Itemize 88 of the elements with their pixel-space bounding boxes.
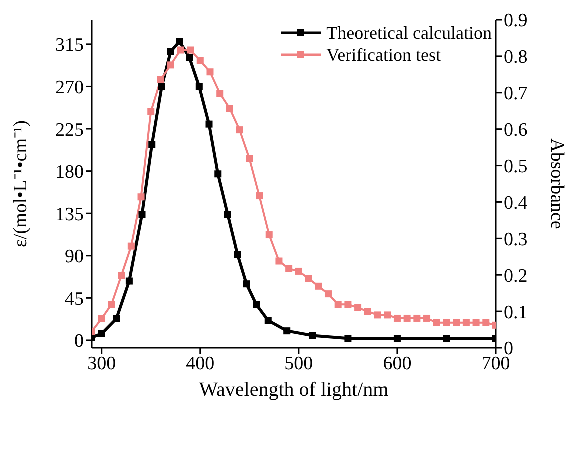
point <box>138 211 146 218</box>
x-tick-label: 500 <box>284 353 314 374</box>
point <box>196 57 204 64</box>
point <box>138 194 145 201</box>
y2-tick-label: 0.7 <box>504 84 528 105</box>
y-tick-label: 270 <box>56 77 84 98</box>
x-tick-label: 600 <box>383 353 412 374</box>
point <box>374 312 382 319</box>
point <box>472 319 480 326</box>
point <box>98 315 106 322</box>
point <box>224 211 232 218</box>
point <box>384 312 392 319</box>
y-tick-label: 180 <box>56 162 84 184</box>
point <box>234 251 242 258</box>
point <box>176 38 184 46</box>
y2-tick-label: 0.6 <box>504 120 528 142</box>
x-axis-title: Wavelength of light/nm <box>199 379 390 401</box>
point <box>187 46 194 54</box>
point <box>344 301 352 308</box>
point <box>236 126 244 134</box>
y2-tick-label: 0.8 <box>504 47 528 68</box>
x-tick-label: 400 <box>186 353 215 374</box>
point <box>98 330 106 338</box>
legend-label: Theoretical calculation <box>326 22 492 44</box>
point <box>394 335 401 342</box>
point <box>295 268 302 275</box>
point <box>167 62 174 69</box>
point <box>196 83 203 90</box>
x-tick-label: 300 <box>88 353 116 374</box>
point <box>286 265 293 272</box>
point <box>256 192 264 200</box>
point <box>334 301 342 308</box>
y2-tick-label: 0.2 <box>504 266 528 287</box>
point <box>148 108 155 116</box>
point <box>157 76 164 84</box>
point <box>206 120 213 128</box>
point <box>167 48 174 56</box>
y-tick-label: 0 <box>74 331 84 352</box>
y2-tick-label: 0.4 <box>504 192 528 214</box>
y-axis-title: ε/(mol•L⁻¹•cm⁻¹) <box>10 120 32 248</box>
point <box>364 308 372 316</box>
point <box>394 314 401 322</box>
point <box>158 83 166 90</box>
point <box>424 314 431 322</box>
point <box>126 278 133 285</box>
y-tick-label: 135 <box>56 204 84 226</box>
point <box>433 319 440 326</box>
point <box>305 275 312 282</box>
point <box>226 105 234 112</box>
point <box>266 232 273 239</box>
legend-label: Verification test <box>326 44 442 66</box>
point <box>118 272 126 280</box>
point <box>216 90 224 98</box>
point <box>186 54 194 62</box>
point <box>324 290 332 298</box>
point <box>113 315 120 322</box>
point <box>214 170 222 178</box>
point <box>462 319 470 326</box>
y2-tick-label: 0.5 <box>504 156 528 178</box>
y2-tick-label: 0.9 <box>504 10 528 32</box>
point <box>276 258 283 265</box>
point <box>108 301 116 308</box>
point <box>284 328 291 335</box>
y2-axis-title: Absorbance <box>546 138 568 230</box>
point <box>309 332 316 340</box>
point <box>443 335 450 342</box>
point <box>206 68 214 76</box>
point <box>453 319 460 326</box>
point <box>264 317 272 324</box>
point <box>344 335 352 342</box>
y-tick-label: 225 <box>56 120 84 141</box>
point <box>128 242 135 250</box>
point <box>443 319 450 326</box>
point <box>354 304 362 312</box>
point <box>148 141 156 148</box>
point <box>243 280 250 288</box>
point <box>482 319 490 326</box>
y-tick-label: 315 <box>56 35 84 56</box>
y2-tick-label: 0.1 <box>504 302 528 324</box>
point <box>404 314 411 322</box>
y-tick-label: 45 <box>65 288 84 310</box>
point <box>253 301 260 308</box>
y-tick-label: 90 <box>65 246 84 268</box>
y2-tick-label: 0.3 <box>504 229 528 250</box>
point <box>177 46 184 54</box>
point <box>315 282 322 290</box>
point <box>246 155 254 162</box>
point <box>414 314 421 322</box>
